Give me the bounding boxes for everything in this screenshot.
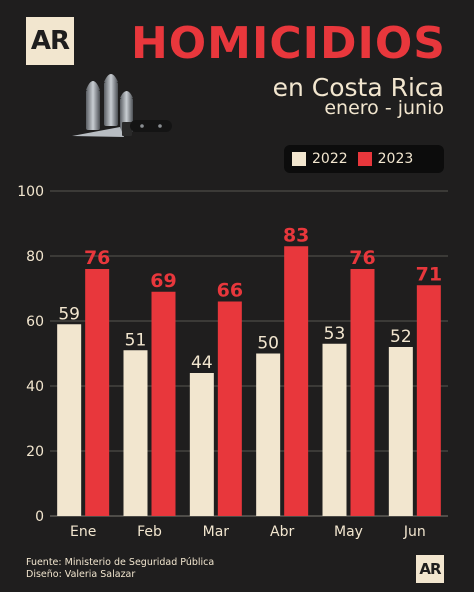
bar-2022-Mar	[189, 373, 214, 516]
bar-2023-Feb	[151, 291, 176, 516]
data-label-2022: 59	[58, 304, 80, 324]
chart-subtitle: en Costa Rica	[272, 73, 444, 102]
legend-swatch-2022	[292, 152, 306, 166]
footer: Fuente: Ministerio de Seguridad Pública …	[26, 557, 214, 581]
bar-2023-Mar	[217, 301, 242, 516]
y-tick-label: 0	[35, 509, 44, 525]
bar-2022-Feb	[123, 350, 148, 516]
data-label-2023: 83	[283, 224, 309, 246]
y-tick-label: 100	[17, 184, 44, 200]
legend-label-2022: 2022	[312, 151, 348, 167]
y-tick-label: 60	[26, 314, 44, 330]
brand-logo-small: AR	[416, 555, 444, 583]
data-label-2022: 50	[257, 334, 279, 354]
x-tick-label: Feb	[137, 524, 162, 540]
x-tick-label: Mar	[203, 524, 230, 540]
chart-period: enero - junio	[324, 97, 444, 119]
legend-label-2023: 2023	[377, 151, 414, 167]
bar-2022-May	[322, 343, 347, 516]
design-credit: Diseño: Valeria Salazar	[26, 569, 136, 580]
bar-2022-Abr	[256, 353, 281, 516]
legend-item-2023: 2023	[357, 151, 414, 167]
x-tick-label: Abr	[270, 524, 294, 540]
y-tick-label: 20	[26, 444, 44, 460]
bar-2023-Jun	[416, 285, 441, 516]
x-tick-label: May	[334, 524, 363, 540]
bar-2023-May	[350, 269, 375, 516]
legend-swatch-2023	[357, 152, 372, 166]
chart-title: HOMICIDIOS	[130, 18, 446, 69]
x-tick-label: Jun	[403, 524, 426, 540]
data-label-2023: 66	[217, 280, 243, 302]
data-label-2023: 69	[150, 270, 176, 292]
data-label-2022: 53	[324, 324, 346, 344]
data-label-2022: 52	[390, 327, 412, 347]
y-tick-label: 40	[26, 379, 44, 395]
bar-2023-Ene	[85, 269, 110, 516]
data-label-2023: 76	[349, 247, 375, 269]
data-label-2022: 44	[191, 353, 213, 373]
brand-logo: AR	[26, 17, 74, 65]
bar-2023-Abr	[284, 246, 309, 516]
data-label-2023: 76	[84, 247, 110, 269]
bar-2022-Ene	[57, 324, 82, 516]
legend-item-2022: 2022	[292, 151, 348, 167]
bar-2022-Jun	[388, 347, 413, 516]
x-tick-label: Ene	[70, 524, 96, 540]
chart-legend: 2022 2023	[284, 145, 444, 173]
data-label-2022: 51	[125, 330, 147, 350]
data-label-2023: 71	[416, 263, 442, 285]
source-note: Fuente: Ministerio de Seguridad Pública	[26, 557, 215, 568]
y-tick-label: 80	[26, 249, 44, 265]
bullets-knife-illustration	[72, 74, 172, 137]
